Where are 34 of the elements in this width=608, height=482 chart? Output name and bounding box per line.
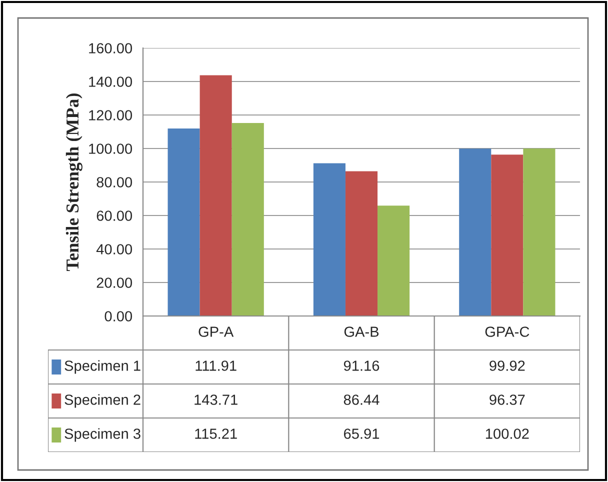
bar	[168, 128, 200, 316]
bar	[232, 123, 264, 316]
data-label: 115.21	[195, 428, 237, 439]
y-tick-label: 140.00	[89, 76, 132, 87]
data-label: 86.44	[344, 394, 380, 405]
data-label: 111.91	[196, 360, 236, 371]
x-tick-label: GP-A	[198, 326, 234, 337]
bar	[491, 154, 524, 316]
bar	[200, 75, 232, 316]
y-tick-label: 60.00	[96, 210, 132, 221]
data-label: 96.37	[490, 394, 525, 405]
data-label: 99.92	[490, 360, 525, 371]
legend-label: Specimen 2	[64, 394, 140, 408]
y-tick-label: 120.00	[89, 110, 132, 120]
data-label: 91.16	[344, 360, 380, 371]
y-tick-label: 100.00	[89, 144, 132, 154]
bar	[345, 171, 378, 316]
bar	[523, 148, 556, 316]
y-axis-title: Tensile Strength (MPa)	[66, 94, 82, 271]
bar	[313, 163, 346, 316]
data-label: 65.91	[344, 428, 380, 439]
data-label: 143.71	[194, 394, 238, 405]
x-tick-label: GA-B	[344, 326, 379, 337]
y-tick-label: 80.00	[96, 177, 132, 188]
bar	[459, 148, 492, 316]
data-label: 100.02	[486, 428, 529, 439]
y-tick-label: 40.00	[96, 244, 132, 254]
legend-label: Specimen 3	[64, 428, 140, 442]
x-tick-label: GPA-C	[485, 326, 530, 337]
y-tick-label: 0.00	[104, 311, 132, 322]
y-tick-label: 160.00	[89, 43, 132, 54]
bar	[378, 206, 410, 316]
legend-label: Specimen 1	[64, 360, 140, 374]
y-tick-label: 20.00	[96, 278, 132, 288]
